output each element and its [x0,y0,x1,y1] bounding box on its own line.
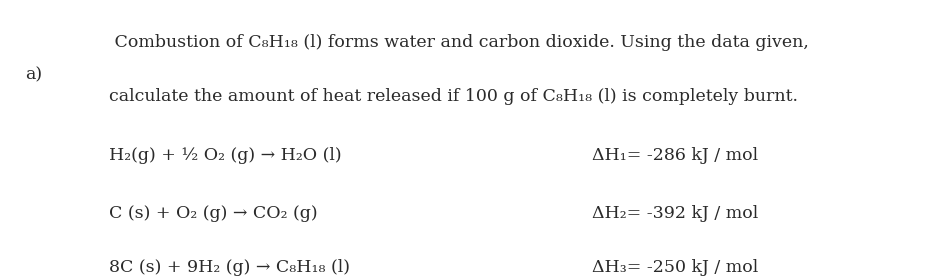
Text: ΔH₃= -250 kJ / mol: ΔH₃= -250 kJ / mol [592,259,758,276]
Text: Combustion of C₈H₁₈ (l) forms water and carbon dioxide. Using the data given,: Combustion of C₈H₁₈ (l) forms water and … [109,34,809,51]
Text: H₂(g) + ½ O₂ (g) → H₂O (l): H₂(g) + ½ O₂ (g) → H₂O (l) [109,147,341,164]
Text: 8C (s) + 9H₂ (g) → C₈H₁₈ (l): 8C (s) + 9H₂ (g) → C₈H₁₈ (l) [109,259,350,276]
Text: C (s) + O₂ (g) → CO₂ (g): C (s) + O₂ (g) → CO₂ (g) [109,205,318,222]
Text: ΔH₂= -392 kJ / mol: ΔH₂= -392 kJ / mol [592,205,758,222]
Text: a): a) [25,66,42,83]
Text: calculate the amount of heat released if 100 g of C₈H₁₈ (l) is completely burnt.: calculate the amount of heat released if… [109,88,798,105]
Text: ΔH₁= -286 kJ / mol: ΔH₁= -286 kJ / mol [592,147,758,164]
